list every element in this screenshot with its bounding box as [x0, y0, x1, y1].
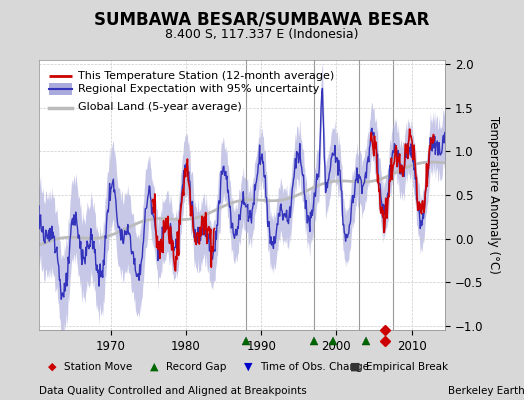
Text: Data Quality Controlled and Aligned at Breakpoints: Data Quality Controlled and Aligned at B… — [39, 386, 307, 396]
FancyBboxPatch shape — [49, 83, 72, 95]
Text: ◆: ◆ — [48, 362, 56, 372]
Text: SUMBAWA BESAR/SUMBAWA BESAR: SUMBAWA BESAR/SUMBAWA BESAR — [94, 10, 430, 28]
Text: Station Move: Station Move — [64, 362, 132, 372]
Text: Record Gap: Record Gap — [166, 362, 226, 372]
Text: Time of Obs. Change: Time of Obs. Change — [260, 362, 369, 372]
Text: Berkeley Earth: Berkeley Earth — [448, 386, 524, 396]
Text: Global Land (5-year average): Global Land (5-year average) — [78, 102, 242, 112]
Text: Regional Expectation with 95% uncertainty: Regional Expectation with 95% uncertaint… — [78, 84, 319, 94]
Text: ▲: ▲ — [150, 362, 158, 372]
Text: ■: ■ — [350, 362, 361, 372]
Text: 8.400 S, 117.337 E (Indonesia): 8.400 S, 117.337 E (Indonesia) — [165, 28, 359, 41]
Y-axis label: Temperature Anomaly (°C): Temperature Anomaly (°C) — [487, 116, 500, 274]
Text: ▼: ▼ — [244, 362, 252, 372]
Text: Empirical Break: Empirical Break — [366, 362, 449, 372]
Text: This Temperature Station (12-month average): This Temperature Station (12-month avera… — [78, 70, 334, 81]
